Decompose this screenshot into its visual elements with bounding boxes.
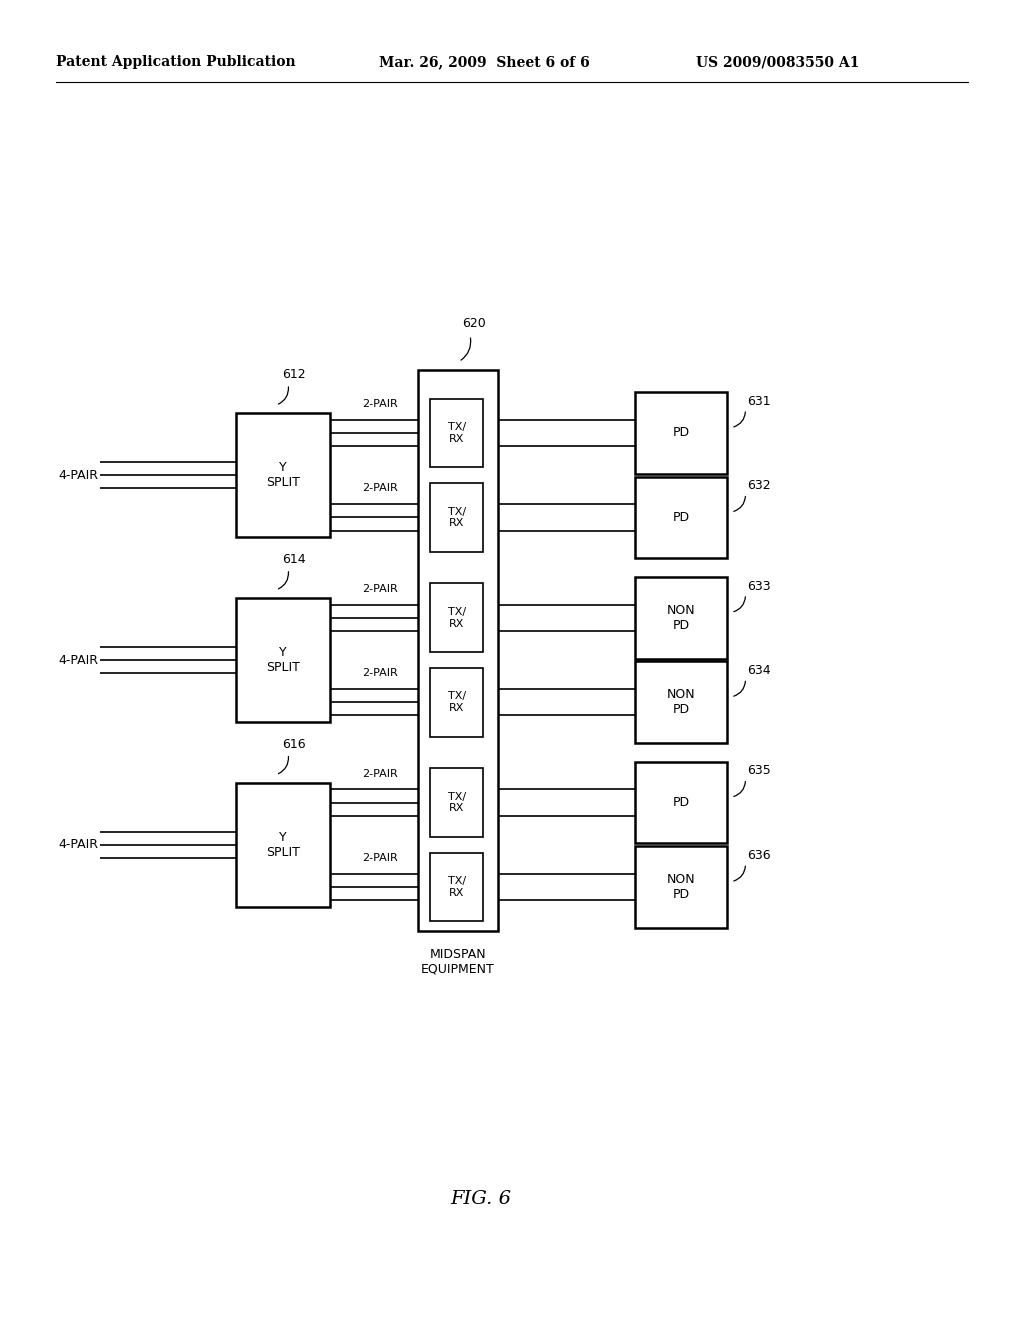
Text: PD: PD xyxy=(673,511,689,524)
Text: NON
PD: NON PD xyxy=(667,603,695,632)
Text: 612: 612 xyxy=(282,368,305,381)
Text: TX/
RX: TX/ RX xyxy=(447,607,466,628)
Text: 2-PAIR: 2-PAIR xyxy=(362,583,397,594)
Text: 4-PAIR: 4-PAIR xyxy=(58,838,98,851)
Text: 2-PAIR: 2-PAIR xyxy=(362,853,397,863)
Text: MIDSPAN
EQUIPMENT: MIDSPAN EQUIPMENT xyxy=(421,948,495,975)
Text: 632: 632 xyxy=(748,479,771,492)
Bar xyxy=(236,783,330,907)
Bar xyxy=(236,413,330,537)
Text: TX/
RX: TX/ RX xyxy=(447,422,466,444)
Text: 634: 634 xyxy=(748,664,771,677)
Text: Y
SPLIT: Y SPLIT xyxy=(265,461,300,490)
Bar xyxy=(635,762,727,843)
Text: 2-PAIR: 2-PAIR xyxy=(362,768,397,779)
Text: 635: 635 xyxy=(748,764,771,777)
Text: Y
SPLIT: Y SPLIT xyxy=(265,645,300,675)
Text: 2-PAIR: 2-PAIR xyxy=(362,483,397,494)
Text: TX/
RX: TX/ RX xyxy=(447,792,466,813)
Bar xyxy=(430,853,483,921)
Bar xyxy=(635,392,727,474)
Bar xyxy=(635,477,727,558)
Text: 620: 620 xyxy=(462,317,485,330)
Text: TX/
RX: TX/ RX xyxy=(447,692,466,713)
Text: US 2009/0083550 A1: US 2009/0083550 A1 xyxy=(696,55,860,69)
Text: Y
SPLIT: Y SPLIT xyxy=(265,830,300,859)
Text: 631: 631 xyxy=(748,395,771,408)
Text: Mar. 26, 2009  Sheet 6 of 6: Mar. 26, 2009 Sheet 6 of 6 xyxy=(379,55,590,69)
Bar xyxy=(430,483,483,552)
Text: 614: 614 xyxy=(282,553,305,566)
Bar xyxy=(430,768,483,837)
Bar xyxy=(430,668,483,737)
Text: Patent Application Publication: Patent Application Publication xyxy=(56,55,296,69)
Text: 636: 636 xyxy=(748,849,771,862)
Text: 2-PAIR: 2-PAIR xyxy=(362,399,397,409)
Bar xyxy=(418,370,498,931)
Text: 2-PAIR: 2-PAIR xyxy=(362,668,397,678)
Text: 616: 616 xyxy=(282,738,305,751)
Text: 633: 633 xyxy=(748,579,771,593)
Text: 4-PAIR: 4-PAIR xyxy=(58,469,98,482)
Bar xyxy=(635,661,727,743)
Bar xyxy=(635,577,727,659)
Text: TX/
RX: TX/ RX xyxy=(447,876,466,898)
Text: PD: PD xyxy=(673,426,689,440)
Bar xyxy=(236,598,330,722)
Text: 4-PAIR: 4-PAIR xyxy=(58,653,98,667)
Text: PD: PD xyxy=(673,796,689,809)
Text: NON
PD: NON PD xyxy=(667,873,695,902)
Bar xyxy=(635,846,727,928)
Text: FIG. 6: FIG. 6 xyxy=(451,1189,512,1208)
Text: TX/
RX: TX/ RX xyxy=(447,507,466,528)
Bar xyxy=(430,583,483,652)
Text: NON
PD: NON PD xyxy=(667,688,695,717)
Bar xyxy=(430,399,483,467)
